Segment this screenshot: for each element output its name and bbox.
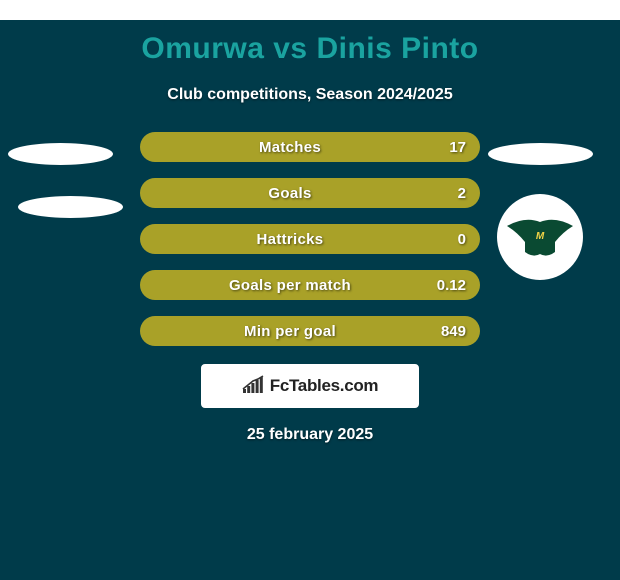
- title-player1: Omurwa: [141, 32, 264, 65]
- svg-text:M: M: [536, 231, 545, 242]
- stat-row-value: 0: [422, 231, 480, 248]
- stat-row-label: Matches: [140, 139, 422, 156]
- stat-row-value: 17: [422, 139, 480, 156]
- content-area: M Matches17 Goals2 Hattricks0 Goals per mat…: [0, 132, 620, 444]
- stat-row-label: Goals per match: [140, 277, 422, 294]
- stat-row-value: 2: [422, 185, 480, 202]
- team-left-shape-1: [8, 143, 113, 165]
- title-vs: vs: [273, 32, 307, 65]
- brand-text: FcTables.com: [270, 376, 379, 396]
- subtitle: Club competitions, Season 2024/2025: [0, 86, 620, 104]
- page-root: Omurwa vs Dinis Pinto Club competitions,…: [0, 20, 620, 580]
- stat-row-value: 849: [422, 323, 480, 340]
- team-right-shape-1: [488, 143, 593, 165]
- page-title: Omurwa vs Dinis Pinto: [0, 20, 620, 66]
- stat-row: Goals per match0.12: [140, 270, 480, 300]
- stat-row-label: Hattricks: [140, 231, 422, 248]
- stat-row-label: Min per goal: [140, 323, 422, 340]
- title-player2: Dinis Pinto: [316, 32, 478, 65]
- stat-row: Matches17: [140, 132, 480, 162]
- club-badge-icon: M: [505, 212, 575, 262]
- team-left-shape-2: [18, 196, 123, 218]
- club-badge: M: [497, 194, 583, 280]
- date-text: 25 february 2025: [0, 426, 620, 444]
- stat-row: Min per goal849: [140, 316, 480, 346]
- stat-row-label: Goals: [140, 185, 422, 202]
- stat-row: Goals2: [140, 178, 480, 208]
- stats-rows: Matches17 Goals2 Hattricks0 Goals per match…: [140, 132, 480, 346]
- brand-box[interactable]: FcTables.com: [201, 364, 419, 408]
- stat-row-value: 0.12: [422, 277, 480, 294]
- brand-chart-icon: [242, 375, 264, 398]
- stat-row: Hattricks0: [140, 224, 480, 254]
